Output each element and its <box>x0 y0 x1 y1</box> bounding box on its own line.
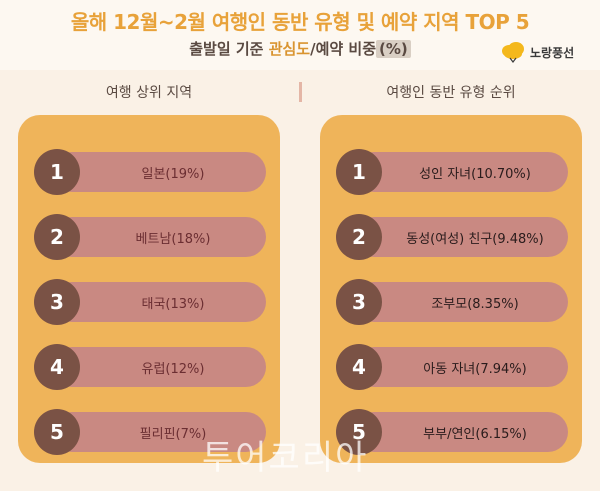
list-item: 일본(19%) 1 <box>34 149 266 195</box>
companion-label: 동성(여성) 친구(9.48%) <box>354 217 568 257</box>
list-item: 아동 자녀(7.94%) 4 <box>336 344 568 390</box>
rank-badge: 2 <box>34 214 80 260</box>
rank-badge: 1 <box>34 149 80 195</box>
rank-badge: 4 <box>34 344 80 390</box>
column-divider <box>299 82 302 102</box>
rank-badge: 3 <box>336 279 382 325</box>
companion-label: 조부모(8.35%) <box>354 282 568 322</box>
list-item: 성인 자녀(10.70%) 1 <box>336 149 568 195</box>
balloon-cloud-icon <box>502 42 524 63</box>
rank-badge: 3 <box>34 279 80 325</box>
header-band: 올해 12월~2월 여행인 동반 유형 및 예약 지역 TOP 5 출발일 기준… <box>0 0 600 70</box>
rank-badge: 1 <box>336 149 382 195</box>
subtitle-prefix: 출발일 기준 <box>189 40 269 58</box>
brand-name: 노랑풍선 <box>530 45 575 60</box>
destination-label: 필리핀(7%) <box>52 412 266 452</box>
page-title: 올해 12월~2월 여행인 동반 유형 및 예약 지역 TOP 5 <box>70 10 530 34</box>
companion-types-panel: 성인 자녀(10.70%) 1 동성(여성) 친구(9.48%) 2 조부모(8… <box>320 115 582 463</box>
destination-label: 베트남(18%) <box>52 217 266 257</box>
brand-logo: 노랑풍선 <box>500 40 574 64</box>
rank-badge: 5 <box>34 409 80 455</box>
list-item: 태국(13%) 3 <box>34 279 266 325</box>
destination-label: 일본(19%) <box>52 152 266 192</box>
list-item: 동성(여성) 친구(9.48%) 2 <box>336 214 568 260</box>
top-destinations-panel: 일본(19%) 1 베트남(18%) 2 태국(13%) 3 유럽(12%) 4… <box>18 115 280 463</box>
right-column-heading: 여행인 동반 유형 순위 <box>386 85 516 101</box>
subtitle-middle: /예약 비중 <box>310 40 376 58</box>
rank-badge: 4 <box>336 344 382 390</box>
subtitle-percent: (%) <box>376 40 411 58</box>
companion-label: 아동 자녀(7.94%) <box>354 347 568 387</box>
list-item: 베트남(18%) 2 <box>34 214 266 260</box>
rank-badge: 5 <box>336 409 382 455</box>
page-subtitle: 출발일 기준 관심도/예약 비중 (%) <box>0 38 600 59</box>
list-item: 부부/연인(6.15%) 5 <box>336 409 568 455</box>
destination-label: 유럽(12%) <box>52 347 266 387</box>
rank-badge: 2 <box>336 214 382 260</box>
destination-label: 태국(13%) <box>52 282 266 322</box>
watermark: 투어코리아 <box>202 438 369 478</box>
companion-label: 부부/연인(6.15%) <box>354 412 568 452</box>
companion-label: 성인 자녀(10.70%) <box>354 152 568 192</box>
list-item: 조부모(8.35%) 3 <box>336 279 568 325</box>
subtitle-highlight: 관심도 <box>268 40 311 58</box>
list-item: 유럽(12%) 4 <box>34 344 266 390</box>
list-item: 필리핀(7%) 5 <box>34 409 266 455</box>
left-column-heading: 여행 상위 지역 <box>105 85 193 101</box>
